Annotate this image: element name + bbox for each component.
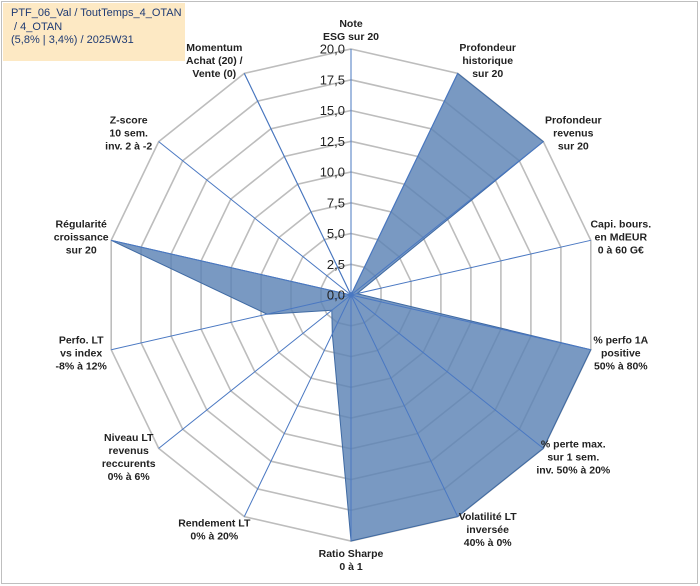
tick-label-7: 17,5 [320, 72, 345, 87]
tick-label-1: 2,5 [327, 257, 345, 272]
axis-label-10-line-1: vs index [60, 347, 102, 359]
axis-label-12: Z-score 10 sem. inv. 2 à -2 [105, 114, 152, 152]
axis-label-12-line-2: inv. 2 à -2 [105, 140, 152, 152]
axis-label-6-line-1: inversée [466, 524, 509, 536]
axis-label-3-line-1: en MdEUR [595, 232, 648, 244]
axis-label-5-line-1: sur 1 sem. [547, 452, 599, 464]
axis-label-3-line-2: 0 à 60 G€ [598, 245, 644, 257]
axis-label-0: Note ESG sur 20 [323, 18, 379, 43]
axis-label-2-line-2: sur 20 [558, 140, 589, 152]
axis-label-11-line-1: croissance [54, 232, 109, 244]
axis-label-5-line-2: inv. 50% à 20% [536, 465, 611, 477]
axis-label-1: Profondeur historique sur 20 [459, 42, 516, 80]
spoke-9 [158, 294, 352, 449]
spoke-2 [350, 141, 544, 296]
axis-label-9: Niveau LT revenus reccurents 0% à 6% [102, 432, 156, 483]
axis-label-3: Capi. bours. en MdEUR 0 à 60 G€ [590, 219, 651, 257]
axis-label-11-line-0: Régularité [56, 219, 108, 231]
spoke-11 [111, 239, 352, 296]
axis-label-3-line-0: Capi. bours. [590, 219, 651, 231]
axis-label-9-line-1: revenus [109, 445, 149, 457]
radial-tick-labels: 0,0 2,5 5,0 7,5 10,0 12,5 15,0 17,5 20,0 [320, 42, 345, 303]
spoke-8 [243, 294, 352, 517]
axis-label-12-line-1: 10 sem. [109, 127, 148, 139]
axis-label-2-line-1: revenus [553, 127, 593, 139]
tick-label-6: 15,0 [320, 103, 345, 118]
spoke-4 [350, 294, 591, 351]
spoke-13 [243, 73, 352, 296]
axis-label-4: % perfo 1A positive 50% à 80% [593, 334, 648, 372]
spoke-6 [350, 294, 459, 517]
axis-label-5-line-0: % perte max. [541, 439, 606, 451]
axis-label-6-line-0: Volatilité LT [459, 511, 518, 523]
axis-label-1-line-0: Profondeur [459, 42, 516, 54]
axis-label-8: Rendement LT 0% à 20% [178, 517, 251, 542]
tick-label-3: 7,5 [327, 195, 345, 210]
chart-title-line-1: PTF_06_Val / ToutTemps_4_OTAN [11, 7, 182, 19]
tick-label-2: 5,0 [327, 226, 345, 241]
axis-label-5: % perte max. sur 1 sem. inv. 50% à 20% [536, 439, 611, 477]
axis-label-4-line-1: positive [601, 347, 641, 359]
tick-label-4: 10,0 [320, 165, 345, 180]
chart-title-box: PTF_06_Val / ToutTemps_4_OTAN / 4_OTAN (… [3, 3, 185, 61]
axis-label-8-line-1: 0% à 20% [190, 530, 239, 542]
axis-label-6-line-2: 40% à 0% [464, 537, 513, 549]
axis-label-13-line-0: Momentum [186, 42, 242, 54]
axis-label-13-line-2: Vente (0) [192, 68, 236, 80]
spoke-12 [158, 141, 352, 296]
tick-label-5: 12,5 [320, 134, 345, 149]
axis-label-1-line-1: historique [462, 55, 513, 67]
axis-label-8-line-0: Rendement LT [178, 517, 251, 529]
axis-label-0-line-1: ESG sur 20 [323, 31, 379, 43]
axis-label-7-line-0: Ratio Sharpe [319, 548, 384, 560]
axis-label-13: Momentum Achat (20) / Vente (0) [186, 42, 243, 80]
axis-label-2-line-0: Profondeur [545, 114, 602, 126]
axis-label-1-line-2: sur 20 [472, 68, 503, 80]
axis-label-9-line-2: reccurents [102, 458, 156, 470]
axis-label-0-line-0: Note [339, 18, 362, 30]
axis-label-11-line-2: sur 20 [66, 245, 97, 257]
chart-title-line-2: / 4_OTAN [11, 20, 63, 33]
axis-label-4-line-0: % perfo 1A [593, 334, 648, 346]
axis-label-10-line-0: Perfo. LT [59, 334, 104, 346]
tick-label-0: 0,0 [327, 288, 345, 303]
axis-label-9-line-3: 0% à 6% [108, 471, 151, 483]
axis-label-6: Volatilité LT inversée 40% à 0% [459, 511, 518, 549]
axis-label-2: Profondeur revenus sur 20 [545, 114, 602, 152]
spoke-5 [350, 294, 544, 449]
axis-label-13-line-1: Achat (20) / [186, 55, 243, 67]
spoke-1 [350, 73, 459, 296]
axis-label-7-line-1: 0 à 1 [339, 561, 363, 573]
axis-label-10-line-2: -8% à 12% [56, 360, 108, 372]
axis-label-12-line-0: Z-score [110, 114, 148, 126]
axis-label-11: Régularité croissance sur 20 [54, 219, 109, 257]
radar-spokes [111, 49, 591, 541]
tick-label-8: 20,0 [320, 42, 345, 57]
axis-label-10: Perfo. LT vs index -8% à 12% [56, 334, 108, 372]
axis-label-4-line-2: 50% à 80% [594, 360, 648, 372]
chart-title-line-3: (5,8% | 3,4%) / 2025W31 [11, 34, 134, 46]
axis-label-7: Ratio Sharpe 0 à 1 [319, 548, 384, 573]
axis-label-9-line-0: Niveau LT [104, 432, 154, 444]
spoke-3 [350, 239, 591, 296]
spoke-10 [111, 294, 352, 351]
